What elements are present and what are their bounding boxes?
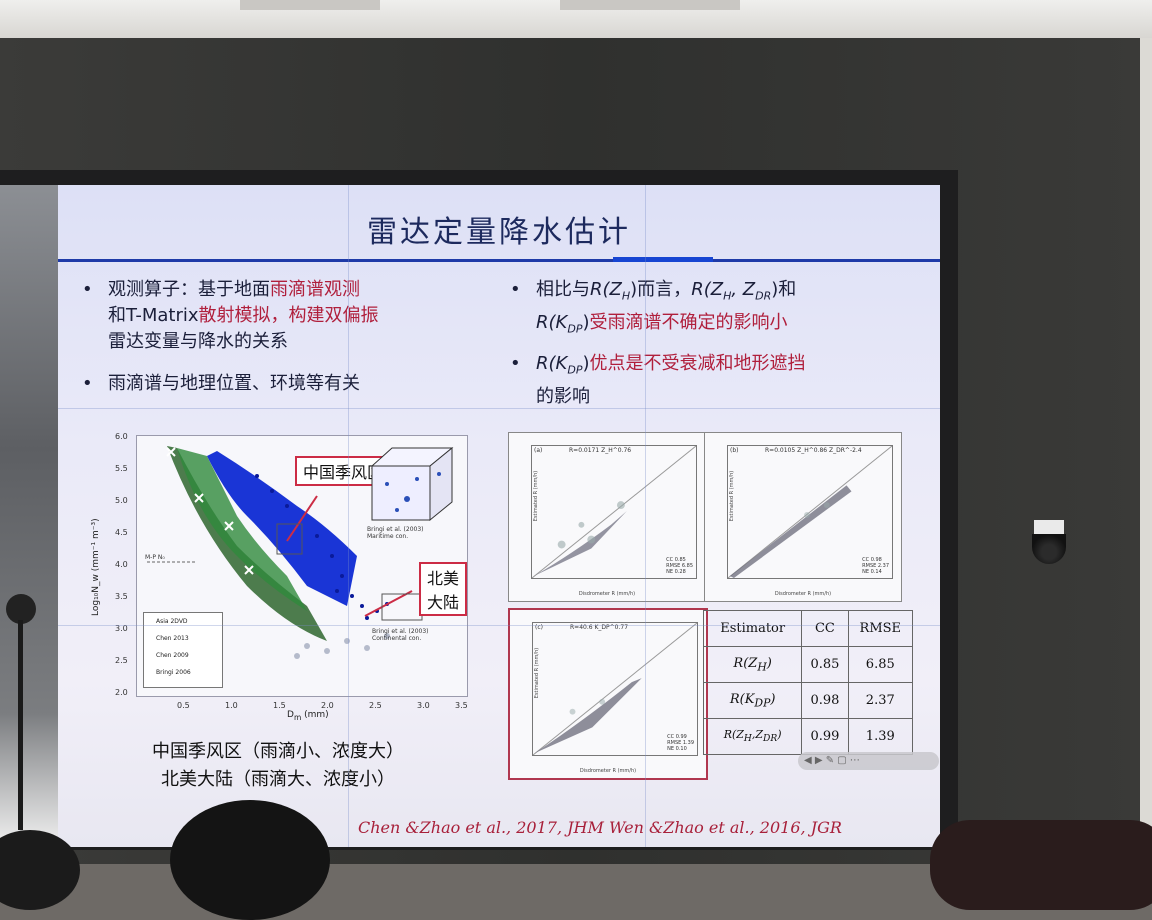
table-cell-cc: 0.85 — [801, 646, 849, 683]
citation: Chen &Zhao et al., 2017, JHM Wen &Zhao e… — [358, 818, 842, 837]
x-tick: 3.5 — [455, 701, 468, 710]
panel-stats: CC 0.85 RMSE 6.85 NE 0.28 — [666, 557, 693, 575]
table-cell-estimator: R(ZH,ZDR) — [702, 718, 803, 755]
table-cell-rmse: 6.85 — [847, 646, 914, 683]
table-header: Estimator — [702, 610, 803, 647]
scatter-panel-b: (b) R=0.0105 Z_H^0.86 Z_DR^-2.4 CC 0.98 R… — [704, 432, 902, 602]
legend-item: Chen 2009 — [156, 652, 189, 659]
dsd-scatter-plot: 中国季风区 北美大陆 Bringi et al. (2003) Maritime… — [91, 432, 468, 722]
y-tick: 2.0 — [115, 688, 128, 697]
x-tick: 2.0 — [321, 701, 334, 710]
legend-item: Chen 2013 — [156, 635, 189, 642]
panel-y-label: Estimated R (mm/h) — [729, 470, 736, 522]
audience-head — [170, 800, 330, 920]
panel-x-label: Disdrometer R (mm/h) — [774, 591, 832, 597]
table-row: R(ZH,ZDR) 0.99 1.39 — [702, 718, 914, 755]
caption-north-america: 北美大陆（雨滴大、浓度小） — [161, 769, 395, 790]
y-tick: 5.5 — [115, 464, 128, 473]
y-axis-label: Log₁₀N_w (mm⁻¹ m⁻³) — [91, 518, 101, 616]
table-header: CC — [801, 610, 849, 647]
bullet-dsd-location: • 雨滴谱与地理位置、环境等有关 — [82, 373, 360, 394]
title-rule-accent — [613, 257, 713, 262]
scatter-panel-a: (a) R=0.0171 Z_H^0.76 CC 0.85 RMSE 6.85 NE… — [508, 432, 706, 602]
side-wall — [1140, 38, 1152, 864]
x-tick: 3.0 — [417, 701, 430, 710]
screen-seam — [58, 625, 940, 626]
audience-head — [930, 820, 1152, 910]
legend-item: Asia 2DVD — [156, 618, 188, 625]
ceiling-light — [560, 0, 740, 10]
table-cell-cc: 0.98 — [801, 682, 849, 719]
legend-item: Bringi 2006 — [156, 669, 191, 676]
note-maritime: Bringi et al. (2003) Maritime con. — [367, 526, 424, 540]
x-tick: 1.5 — [273, 701, 286, 710]
plot-legend: Asia 2DVD Chen 2013 Chen 2009 Bringi 200… — [143, 612, 223, 688]
security-camera — [1032, 520, 1066, 570]
ceiling — [0, 0, 1152, 38]
x-tick: 2.5 — [369, 701, 382, 710]
x-axis-label: Dm (mm) — [287, 710, 329, 722]
table-cell-estimator: R(KDP) — [702, 682, 803, 719]
screen-seam — [348, 185, 349, 847]
x-tick: 0.5 — [177, 701, 190, 710]
dsd-scatter-graphic — [147, 446, 423, 659]
panel-x-label: Disdrometer R (mm/h) — [578, 591, 636, 597]
screen-seam — [645, 185, 646, 847]
title-rule — [58, 259, 940, 262]
y-tick: 4.5 — [115, 528, 128, 537]
table-cell-cc: 0.99 — [801, 718, 849, 755]
scatter-panel-c: (c) R=40.6 K_DP^0.77 CC 0.99 RMSE 1.39 NE … — [508, 608, 708, 780]
panel-tag: (c) — [535, 624, 543, 631]
y-tick: 4.0 — [115, 560, 128, 569]
bullet-observation-operator: • 观测算子：基于地面雨滴谱观测 和T-Matrix散射模拟，构建双偏振 雷达变… — [82, 279, 379, 352]
y-tick: 5.0 — [115, 496, 128, 505]
panel-tag: (b) — [730, 447, 739, 454]
y-tick: 6.0 — [115, 432, 128, 441]
x-tick: 1.0 — [225, 701, 238, 710]
table-cell-rmse: 2.37 — [847, 682, 914, 719]
callout-north-america: 北美大陆 — [419, 562, 467, 616]
panel-y-label: Estimated R (mm/h) — [534, 647, 541, 699]
y-tick: 3.5 — [115, 592, 128, 601]
panel-stats: CC 0.99 RMSE 1.39 NE 0.10 — [667, 734, 694, 752]
cube-diagram — [370, 446, 454, 522]
caption-china: 中国季风区（雨滴小、浓度大） — [152, 741, 404, 762]
bullet-rzh-comparison: • 相比与R(ZH)而言，R(ZH, ZDR)和 R(KDP)受雨滴谱不确定的影… — [510, 279, 797, 336]
room-background — [0, 185, 58, 845]
table-cell-rmse: 1.39 — [847, 718, 914, 755]
panel-formula: R=40.6 K_DP^0.77 — [570, 624, 629, 631]
note-continental: Bringi et al. (2003) Continental con. — [372, 628, 429, 642]
presentation-toolbar[interactable]: ◀ ▶ ✎ ▢ ⋯ — [798, 752, 939, 770]
ceiling-light — [240, 0, 380, 10]
table-row: R(ZH) 0.85 6.85 — [702, 646, 914, 683]
estimator-table: Estimator CC RMSE R(ZH) 0.85 6.85 R(KDP)… — [702, 610, 914, 755]
slide-title: 雷达定量降水估计 — [367, 215, 631, 250]
bullet-rkdp-advantage: • R(KDP)优点是不受衰减和地形遮挡 的影响 — [510, 353, 806, 407]
screen-seam — [58, 408, 940, 409]
table-row: R(KDP) 0.98 2.37 — [702, 682, 914, 719]
table-cell-estimator: R(ZH) — [702, 646, 803, 683]
panel-tag: (a) — [534, 447, 543, 454]
y-tick: 3.0 — [115, 624, 128, 633]
mp-label: M-P N₀ — [145, 554, 165, 561]
panel-y-label: Estimated R (mm/h) — [533, 470, 540, 522]
panel-formula: R=0.0171 Z_H^0.76 — [569, 447, 632, 454]
panel-formula: R=0.0105 Z_H^0.86 Z_DR^-2.4 — [765, 447, 862, 454]
presentation-slide: 雷达定量降水估计 • 观测算子：基于地面雨滴谱观测 和T-Matrix散射模拟，… — [58, 185, 940, 847]
table-header: RMSE — [847, 610, 914, 647]
y-tick: 2.5 — [115, 656, 128, 665]
table-header-row: Estimator CC RMSE — [702, 610, 914, 647]
microphone — [6, 594, 36, 624]
microphone-stand — [18, 620, 23, 830]
panel-stats: CC 0.98 RMSE 2.37 NE 0.14 — [862, 557, 889, 575]
panel-x-label: Disdrometer R (mm/h) — [579, 768, 637, 774]
